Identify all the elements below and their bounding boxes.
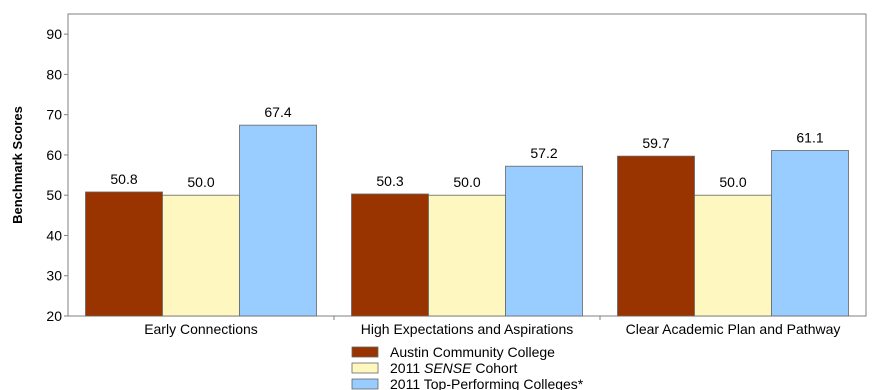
bar-value-label: 50.8 [110, 171, 137, 187]
y-tick-label: 70 [46, 107, 62, 123]
bar [505, 165, 583, 317]
bar-value-label: 50.0 [187, 174, 214, 190]
bar-value-label: 57.2 [530, 145, 557, 161]
y-tick-label: 40 [46, 227, 62, 243]
y-tick-label: 30 [46, 268, 62, 284]
legend-swatch [351, 362, 379, 374]
legend-label: 2011 SENSE Cohort [390, 360, 517, 376]
bar-value-label: 50.0 [453, 174, 480, 190]
bar [239, 124, 317, 317]
y-tick-label: 80 [46, 66, 62, 82]
bar [162, 194, 240, 317]
legend-label: 2011 Top-Performing Colleges* [390, 376, 584, 390]
y-tick-label: 90 [46, 26, 62, 42]
legend-swatch [351, 378, 379, 390]
bar-value-label: 50.3 [376, 173, 403, 189]
y-tick-label: 20 [46, 308, 62, 324]
legend-label-part: Cohort [471, 360, 517, 376]
bar-value-label: 61.1 [796, 130, 823, 146]
y-tick-label: 50 [46, 187, 62, 203]
legend-label-part: SENSE [424, 360, 472, 376]
bar [771, 150, 849, 317]
bar [617, 155, 695, 317]
x-tick-label: Early Connections [144, 321, 258, 337]
x-tick-label: High Expectations and Aspirations [361, 321, 573, 337]
legend-label-part: 2011 [390, 360, 424, 376]
bar-value-label: 59.7 [642, 135, 669, 151]
bar [85, 191, 163, 317]
y-axis-label: Benchmark Scores [10, 106, 25, 224]
bar-value-label: 50.0 [719, 174, 746, 190]
bars: 50.8 50.0 67.4 50.3 50.0 57.2 59.7 50.0 61.1 [85, 104, 849, 317]
legend-swatch [351, 346, 379, 358]
bar [694, 194, 772, 317]
bar [428, 194, 506, 317]
bar [351, 193, 429, 317]
y-axis: 20 30 40 50 60 70 80 90 [46, 26, 68, 324]
y-tick-label: 60 [46, 147, 62, 163]
bar-value-label: 67.4 [264, 104, 291, 120]
legend-label: Austin Community College [390, 344, 555, 360]
x-axis: Early Connections High Expectations and A… [144, 316, 840, 337]
x-tick-label: Clear Academic Plan and Pathway [626, 321, 841, 337]
